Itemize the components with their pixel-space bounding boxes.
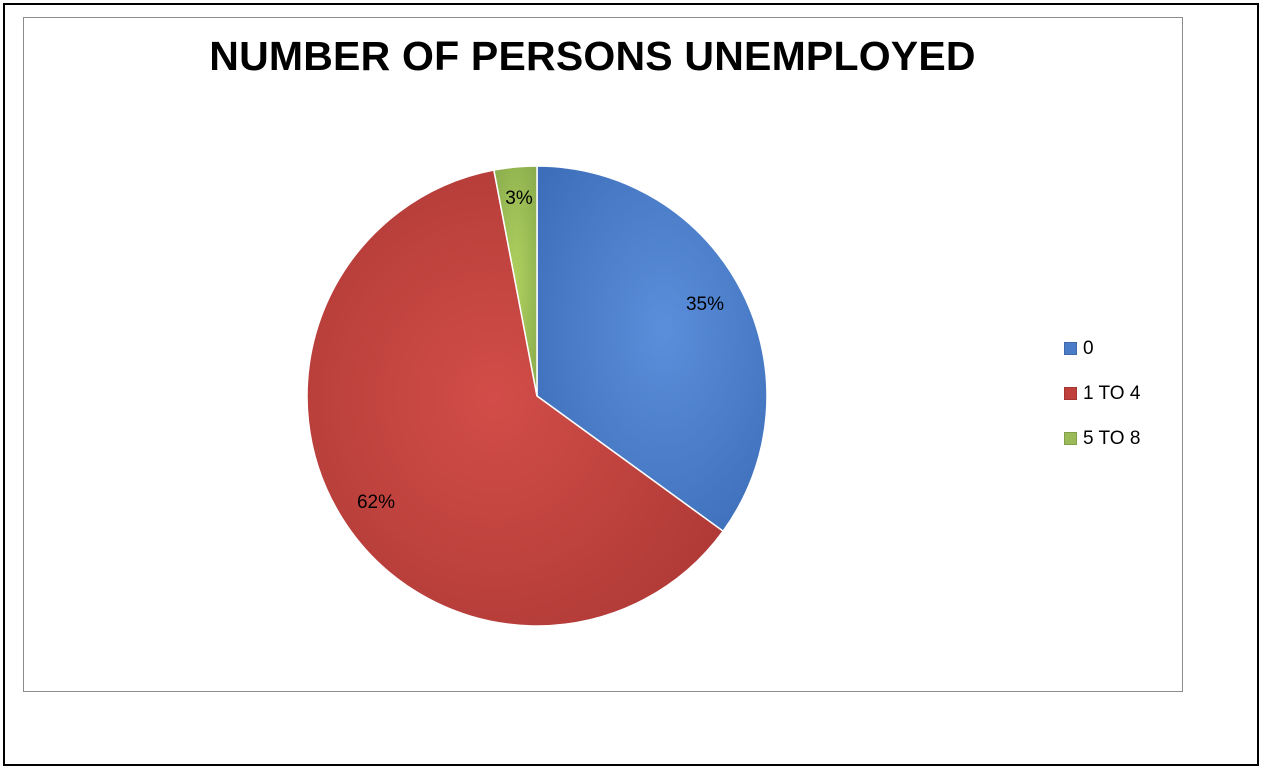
pie-data-label-5-to-8: 3% bbox=[505, 188, 533, 209]
pie-slice-0 bbox=[536, 165, 768, 533]
legend-item-5-to-8: 5 TO 8 bbox=[1064, 426, 1184, 451]
legend-swatch-5-to-8 bbox=[1064, 432, 1077, 445]
legend-label-1-to-4: 1 TO 4 bbox=[1083, 382, 1141, 404]
chart-title: NUMBER OF PERSONS UNEMPLOYED bbox=[209, 33, 976, 79]
pie-slices bbox=[306, 165, 768, 627]
legend-item-1-to-4: 1 TO 4 bbox=[1064, 381, 1184, 406]
pie-slice-5-to-8 bbox=[493, 165, 538, 397]
legend-item-0: 0 bbox=[1064, 336, 1184, 361]
pie-data-labels: 35% 62% 3% bbox=[357, 188, 724, 513]
legend-label-0: 0 bbox=[1083, 337, 1094, 359]
pie-data-label-0: 35% bbox=[686, 294, 724, 315]
page-frame bbox=[3, 3, 1259, 766]
legend: 0 1 TO 4 5 TO 8 bbox=[1064, 336, 1184, 471]
pie-data-label-1-to-4: 62% bbox=[357, 492, 395, 513]
legend-swatch-1-to-4 bbox=[1064, 387, 1077, 400]
pie-slice-1-to-4 bbox=[306, 169, 725, 627]
legend-swatch-0 bbox=[1064, 342, 1077, 355]
legend-label-5-to-8: 5 TO 8 bbox=[1083, 427, 1141, 449]
